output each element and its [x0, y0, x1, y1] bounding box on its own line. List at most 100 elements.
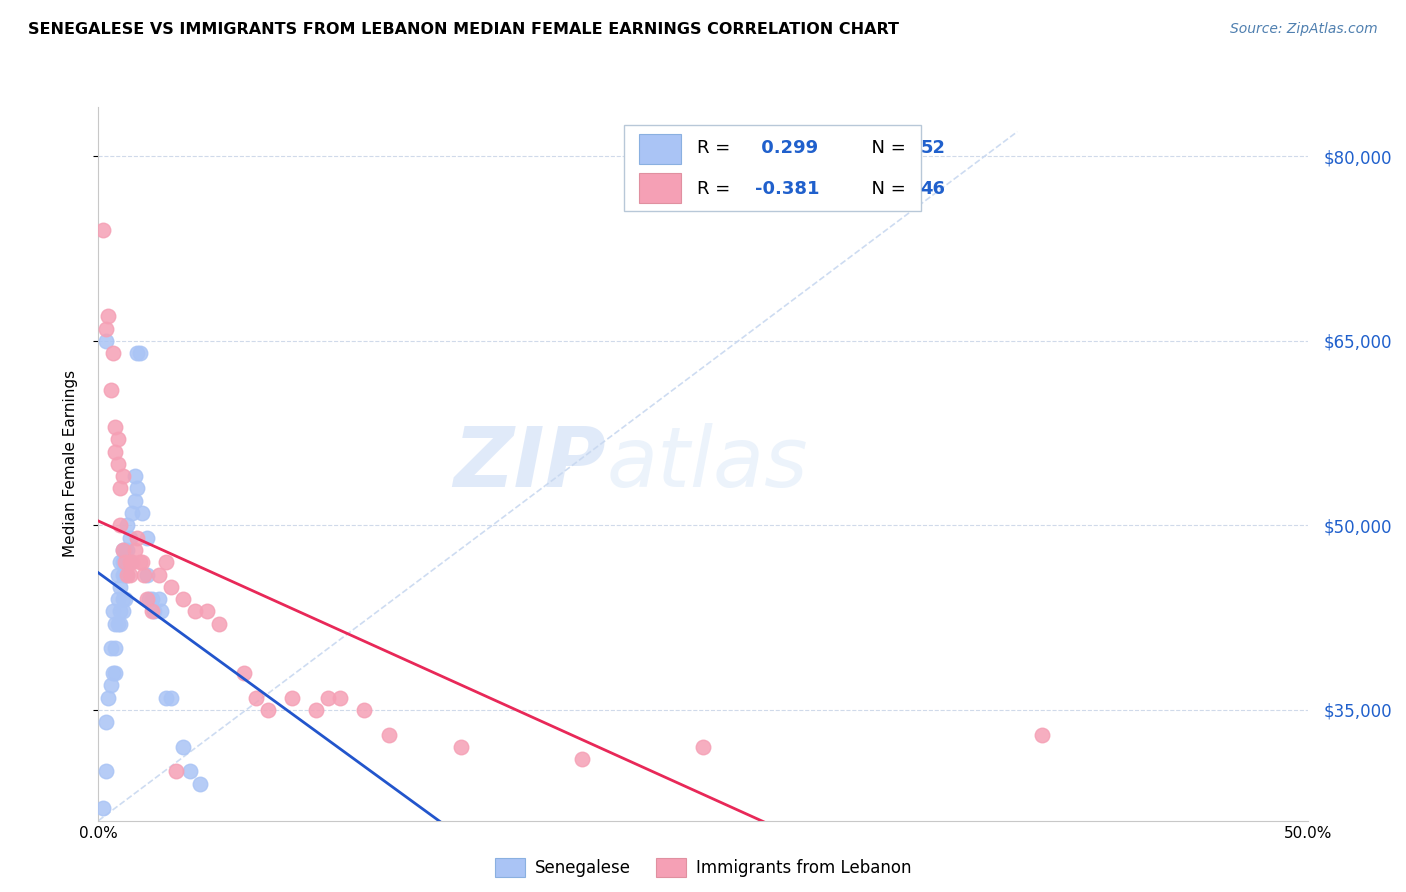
Point [121, 555, 143, 569]
Point [135, 531, 157, 545]
Point [165, 764, 187, 779]
Point [172, 592, 194, 607]
Point [108, 605, 131, 619]
FancyBboxPatch shape [638, 173, 682, 203]
Point [118, 555, 141, 569]
Point [353, 703, 375, 717]
Point [188, 777, 211, 791]
Point [91, 223, 114, 237]
Point [184, 605, 207, 619]
Text: N =: N = [860, 139, 911, 157]
Point [124, 543, 146, 558]
Text: 0.299: 0.299 [755, 139, 818, 157]
Point [124, 469, 146, 483]
Point [141, 605, 163, 619]
Point [305, 703, 328, 717]
Point [256, 703, 278, 717]
Point [134, 567, 156, 582]
Point [377, 727, 399, 741]
Point [117, 518, 139, 533]
Legend: Senegalese, Immigrants from Lebanon: Senegalese, Immigrants from Lebanon [488, 851, 918, 884]
Text: 46: 46 [921, 180, 946, 198]
Point [329, 690, 352, 705]
Point [155, 555, 177, 569]
Text: R =: R = [697, 180, 735, 198]
Y-axis label: Median Female Earnings: Median Female Earnings [63, 370, 77, 558]
Point [117, 567, 139, 582]
Point [118, 555, 141, 569]
Point [316, 690, 339, 705]
Point [148, 592, 170, 607]
Point [94, 334, 117, 348]
Point [135, 592, 157, 607]
Point [160, 690, 183, 705]
Text: atlas: atlas [606, 424, 808, 504]
Point [692, 739, 714, 754]
Point [100, 678, 122, 692]
Point [1031, 727, 1053, 741]
FancyBboxPatch shape [638, 134, 682, 164]
Point [128, 555, 150, 569]
Text: -0.381: -0.381 [755, 180, 820, 198]
Point [100, 383, 122, 397]
Point [114, 543, 136, 558]
Point [245, 690, 267, 705]
Point [108, 616, 131, 631]
Point [107, 457, 129, 471]
Text: Source: ZipAtlas.com: Source: ZipAtlas.com [1230, 22, 1378, 37]
Point [114, 592, 136, 607]
Point [121, 506, 143, 520]
Point [101, 346, 124, 360]
Point [160, 580, 183, 594]
Point [128, 346, 150, 360]
Point [135, 567, 157, 582]
Point [114, 555, 136, 569]
Point [127, 482, 149, 496]
Text: SENEGALESE VS IMMIGRANTS FROM LEBANON MEDIAN FEMALE EARNINGS CORRELATION CHART: SENEGALESE VS IMMIGRANTS FROM LEBANON ME… [28, 22, 898, 37]
Point [118, 567, 141, 582]
Point [111, 543, 134, 558]
Point [114, 567, 136, 582]
Point [155, 690, 177, 705]
Point [124, 493, 146, 508]
Point [111, 592, 134, 607]
FancyBboxPatch shape [624, 125, 921, 211]
Point [172, 739, 194, 754]
Point [281, 690, 304, 705]
Point [108, 555, 131, 569]
Point [94, 764, 117, 779]
Point [127, 346, 149, 360]
Text: ZIP: ZIP [454, 424, 606, 504]
Point [97, 690, 120, 705]
Point [104, 420, 127, 434]
Point [111, 555, 134, 569]
Point [108, 580, 131, 594]
Point [131, 506, 153, 520]
Point [208, 616, 231, 631]
Point [117, 567, 139, 582]
Point [114, 555, 136, 569]
Point [141, 592, 163, 607]
Point [104, 665, 127, 680]
Point [195, 605, 218, 619]
Text: 52: 52 [921, 139, 946, 157]
Point [107, 432, 129, 446]
Text: N =: N = [860, 180, 911, 198]
Point [107, 616, 129, 631]
Point [232, 665, 254, 680]
Point [118, 531, 141, 545]
Point [107, 567, 129, 582]
Point [131, 555, 153, 569]
Text: R =: R = [697, 139, 735, 157]
Point [104, 444, 127, 458]
Point [127, 531, 149, 545]
Point [111, 605, 134, 619]
Point [143, 605, 166, 619]
Point [111, 469, 134, 483]
Point [179, 764, 201, 779]
Point [94, 715, 117, 730]
Point [107, 592, 129, 607]
Point [101, 605, 124, 619]
Point [108, 482, 131, 496]
Point [138, 592, 160, 607]
